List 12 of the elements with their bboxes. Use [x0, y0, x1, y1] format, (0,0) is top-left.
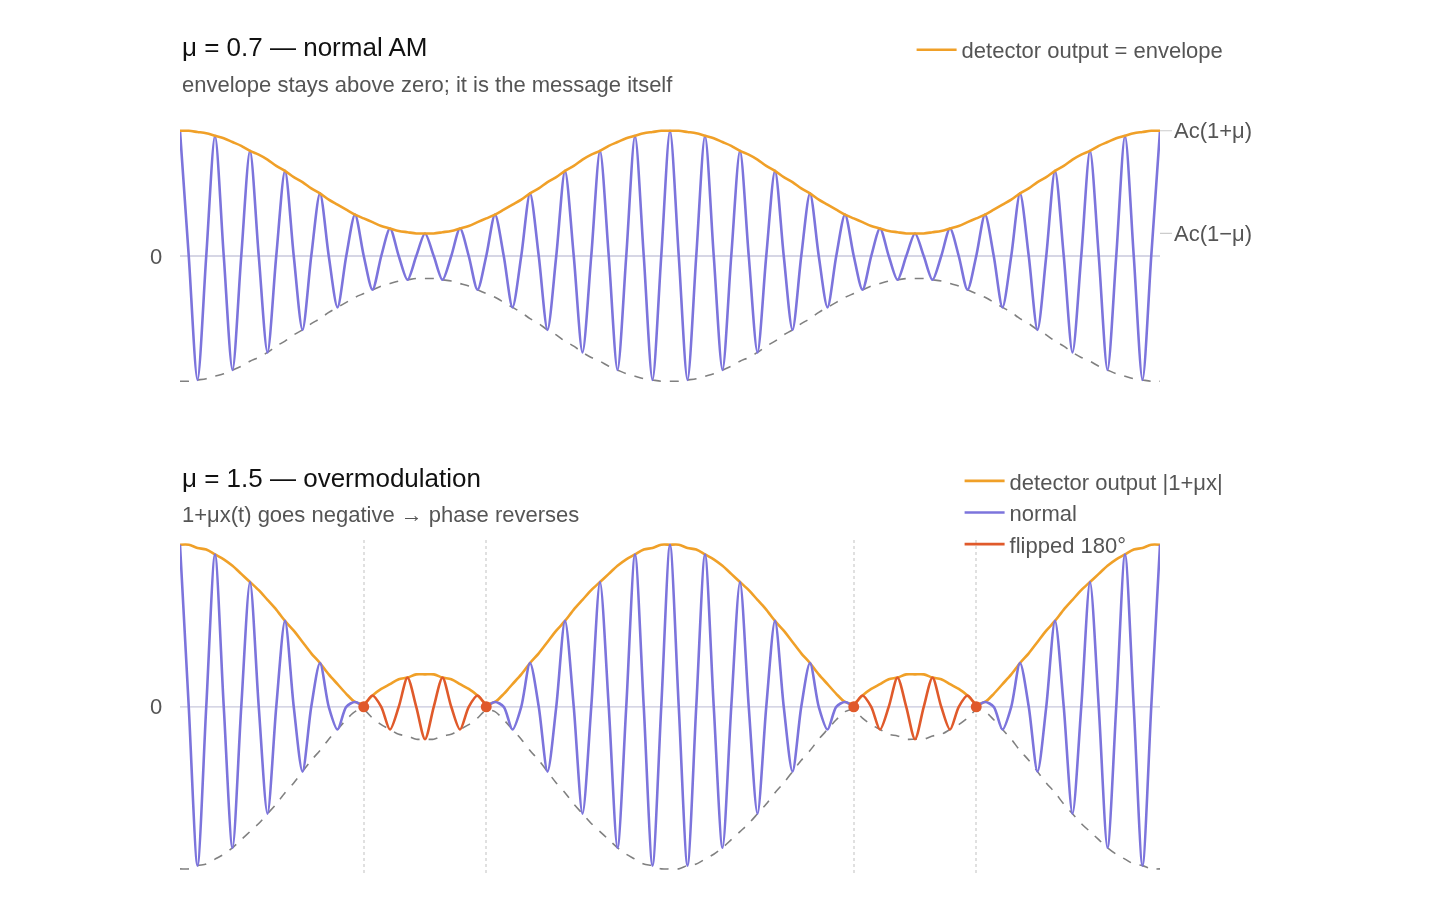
legend-label: flipped 180°	[1009, 532, 1127, 558]
legend-label: detector output |1+μx|	[1009, 469, 1223, 495]
chart-title: μ = 1.5 — overmodulation	[182, 463, 481, 493]
ref-line-label: 0	[150, 244, 163, 269]
legend-label: detector output = envelope	[961, 38, 1223, 64]
chart-subtitle: 1+μx(t) goes negative → phase reverses	[182, 502, 580, 527]
text: Ac(1−μ)	[1174, 221, 1253, 246]
chart-title: μ = 0.7 — normal AM	[182, 32, 428, 62]
chart-subtitle: envelope stays above zero; it is the message itself	[182, 72, 674, 97]
ref-line-label: 0	[150, 694, 163, 719]
text: Ac(1+μ)	[1174, 118, 1253, 143]
legend-label: normal	[1009, 501, 1077, 527]
